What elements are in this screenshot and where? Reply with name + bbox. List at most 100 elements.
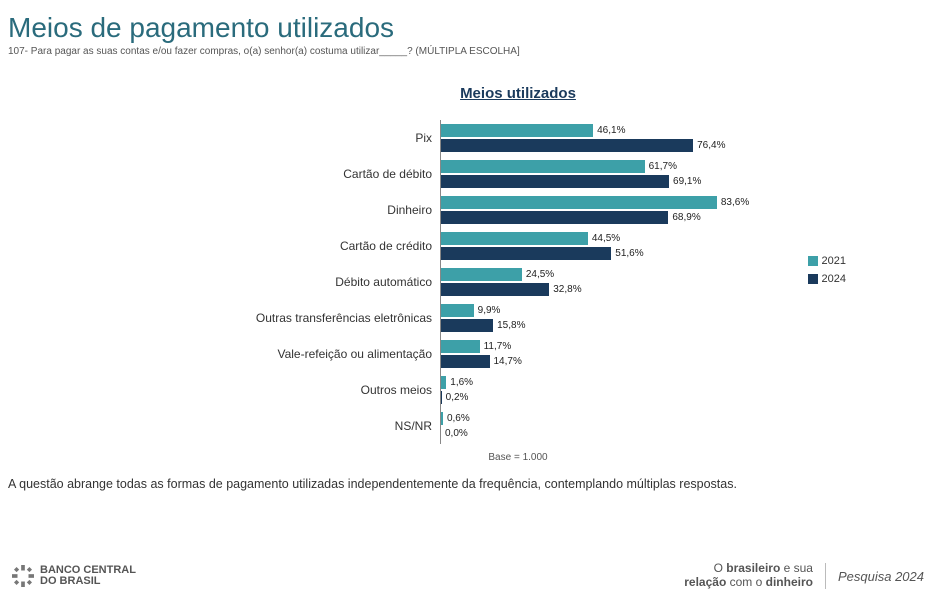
bar-value-label: 83,6% [721,197,749,208]
bar-wrap: 24,5% [441,268,840,281]
bar [441,304,474,317]
row-bars: 61,7% 69,1% [440,156,840,192]
bar [441,283,549,296]
bar-wrap: 46,1% [441,124,840,137]
pesquisa-label: Pesquisa 2024 [838,569,924,584]
bar-value-label: 1,6% [450,377,473,388]
bar-wrap: 0,2% [441,391,840,404]
bar-value-label: 51,6% [615,248,643,259]
bar-value-label: 68,9% [672,212,700,223]
bar-wrap: 1,6% [441,376,840,389]
row-bars: 11,7% 14,7% [440,336,840,372]
bar-wrap: 44,5% [441,232,840,245]
bar [441,247,611,260]
row-bars: 83,6% 68,9% [440,192,840,228]
row-label: Pix [60,131,440,145]
bar-value-label: 76,4% [697,140,725,151]
row-label: Outros meios [60,383,440,397]
bar-value-label: 69,1% [673,176,701,187]
bar-wrap: 0,6% [441,412,840,425]
row-bars: 9,9% 15,8% [440,300,840,336]
bcb-logo-icon [12,565,34,587]
row-label: Outras transferências eletrônicas [60,311,440,325]
bar-value-label: 24,5% [526,269,554,280]
chart-area: Meios utilizados Pix 46,1% 76,4% Cartão de … [0,85,936,463]
legend-swatch [808,256,818,266]
chart-row: Cartão de débito61,7%69,1% [60,156,840,192]
bar-wrap: 9,9% [441,304,840,317]
bar-value-label: 46,1% [597,125,625,136]
chart-title: Meios utilizados [100,85,936,102]
footer-divider [825,563,826,589]
bar-wrap: 14,7% [441,355,840,368]
bar [441,139,693,152]
legend-label: 2024 [822,273,846,285]
bar-value-label: 0,6% [447,413,470,424]
tagline-l2a: relação [684,575,726,589]
legend-item: 2021 [808,255,846,267]
row-label: Débito automático [60,275,440,289]
chart-row: Pix 46,1% 76,4% [60,120,840,156]
footer: BANCO CENTRAL DO BRASIL O brasileiro e s… [0,562,936,590]
bar [441,124,593,137]
bar [441,355,490,368]
bar-wrap: 15,8% [441,319,840,332]
tagline-l1a: O [714,561,727,575]
bar-value-label: 0,2% [446,392,469,403]
bar-value-label: 14,7% [494,356,522,367]
row-label: NS/NR [60,419,440,433]
footer-tagline: O brasileiro e sua relação com o dinheir… [684,562,813,590]
bar [441,196,717,209]
row-label: Dinheiro [60,203,440,217]
bcb-logo-text: BANCO CENTRAL DO BRASIL [40,565,136,588]
row-bars: 1,6% 0,2% [440,372,840,408]
bar-wrap: 51,6% [441,247,840,260]
bar-wrap: 0,0% [441,427,840,440]
bar-value-label: 44,5% [592,233,620,244]
chart-row: Cartão de crédito 44,5% 51,6% [60,228,840,264]
row-bars: 24,5% 32,8% [440,264,840,300]
bar-wrap: 68,9% [441,211,840,224]
base-note: Base = 1.000 [100,452,936,463]
legend-swatch [808,274,818,284]
bar-wrap: 11,7% [441,340,840,353]
bar-value-label: 9,9% [478,305,501,316]
page-title: Meios de pagamento utilizados [0,0,936,46]
legend-item: 2024 [808,273,846,285]
bar [441,412,443,425]
bar [441,211,668,224]
tagline-l1c: e sua [780,561,813,575]
footer-right: O brasileiro e sua relação com o dinheir… [684,562,924,590]
bar-value-label: 61,7% [649,161,677,172]
bar-wrap: 83,6% [441,196,840,209]
bar-wrap: 32,8% [441,283,840,296]
bar-value-label: 15,8% [497,320,525,331]
bar [441,319,493,332]
chart-legend: 2021 2024 [808,255,846,285]
chart-row: Outros meios 1,6% 0,2% [60,372,840,408]
bar [441,376,446,389]
row-bars: 46,1% 76,4% [440,120,840,156]
row-bars: 0,6% 0,0% [440,408,840,444]
chart-row: Débito automático 24,5% 32,8% [60,264,840,300]
bar-value-label: 32,8% [553,284,581,295]
chart-rows: Pix46,1%76,4%Cartão de débito61,7%69,1%D… [60,120,840,444]
question-subtitle: 107- Para pagar as suas contas e/ou faze… [0,46,936,67]
bar [441,391,442,404]
bar-value-label: 0,0% [445,428,468,439]
bar [441,232,588,245]
bar [441,160,645,173]
bcb-logo: BANCO CENTRAL DO BRASIL [12,565,136,588]
chart-row: NS/NR 0,6% 0,0% [60,408,840,444]
bar [441,340,480,353]
bar-wrap: 61,7% [441,160,840,173]
row-label: Vale-refeição ou alimentação [60,347,440,361]
chart-row: Vale-refeição ou alimentação 11,7% 14,7% [60,336,840,372]
row-bars: 44,5% 51,6% [440,228,840,264]
bar [441,268,522,281]
row-label: Cartão de crédito [60,239,440,253]
bar-wrap: 69,1% [441,175,840,188]
bar-value-label: 11,7% [484,341,512,352]
chart-row: Outras transferências eletrônicas 9,9% 15,… [60,300,840,336]
footnote: A questão abrange todas as formas de pag… [0,463,936,491]
